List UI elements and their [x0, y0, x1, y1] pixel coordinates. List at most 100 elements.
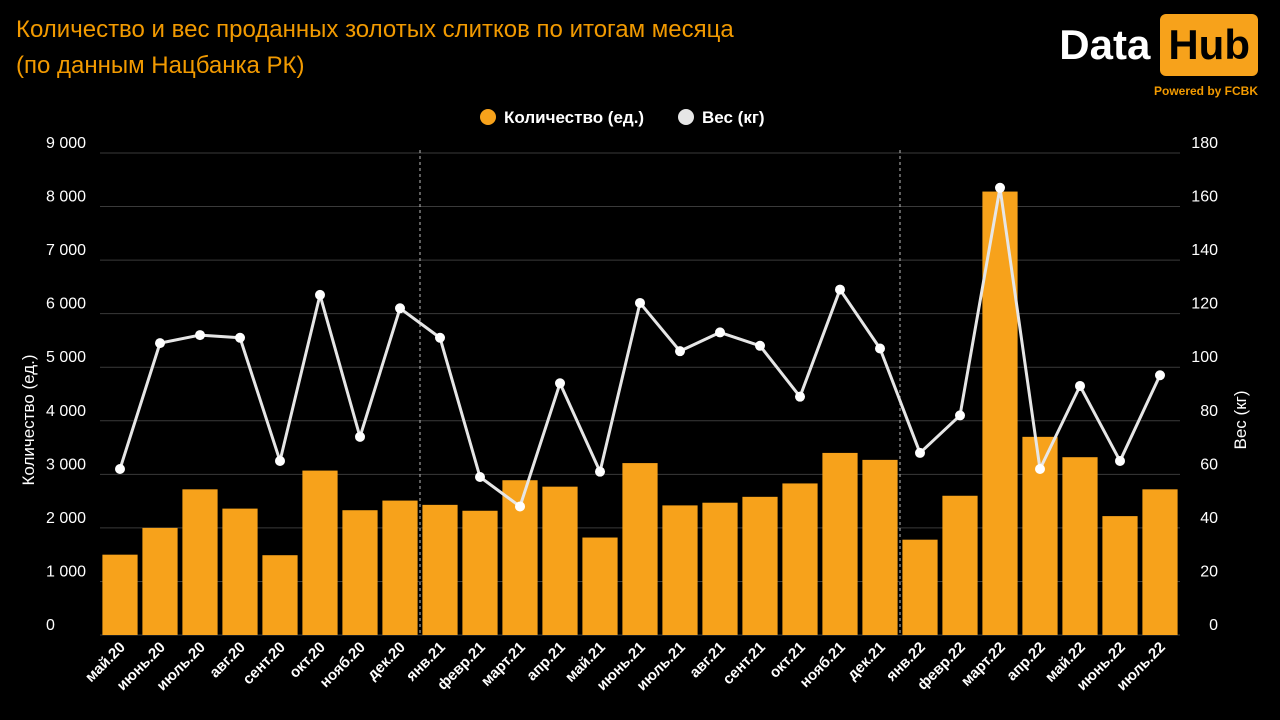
bar [102, 554, 138, 635]
bar [462, 510, 498, 635]
y-right-tick-label: 100 [1191, 349, 1218, 366]
line-series [115, 182, 1165, 512]
bar [782, 483, 818, 635]
datahub-logo: Data Hub Powered by FCBK [1059, 14, 1258, 98]
bar [382, 500, 418, 635]
chart-title-line2: (по данным Нацбанка РК) [16, 52, 305, 79]
weight-point [755, 340, 765, 351]
x-tick-label: март.22 [958, 639, 1009, 690]
y-right-tick-label: 140 [1191, 242, 1218, 259]
weight-point [275, 455, 285, 466]
weight-point [1075, 380, 1085, 391]
weight-point [1035, 463, 1045, 474]
y-left-tick-label: 5 000 [46, 349, 86, 366]
y-right-tick-label: 120 [1191, 296, 1218, 313]
weight-point [395, 303, 405, 314]
x-tick-label: сент.20 [240, 639, 289, 688]
weight-point [435, 332, 445, 343]
logo-word-data: Data [1059, 21, 1151, 68]
legend-line-marker [678, 109, 694, 125]
y-left-tick-label: 8 000 [46, 189, 86, 206]
y-axis-left-title: Количество (ед.) [19, 354, 38, 485]
x-tick-label: апр.21 [523, 639, 569, 685]
weight-point [115, 463, 125, 474]
x-tick-label: март.21 [478, 639, 529, 690]
weight-point [315, 289, 325, 300]
y-left-tick-label: 9 000 [46, 135, 86, 152]
weight-point [475, 472, 485, 483]
year-dividers [419, 150, 901, 635]
weight-point [355, 431, 365, 442]
weight-point [155, 338, 165, 349]
weight-point [715, 327, 725, 338]
y-right-tick-label: 20 [1200, 563, 1218, 580]
bar [862, 459, 898, 635]
weight-point [915, 447, 925, 458]
y-axis-left: 0 1 000 2 000 3 000 4 000 5 000 6 000 7 000 8 00… [46, 135, 86, 634]
weight-point [595, 466, 605, 477]
weight-point [675, 346, 685, 357]
weight-point [1155, 370, 1165, 381]
x-tick-label: апр.22 [1003, 639, 1049, 685]
weight-point [1115, 455, 1125, 466]
y-left-tick-label: 6 000 [46, 296, 86, 313]
y-axis-right-title: Вес (кг) [1231, 391, 1250, 450]
legend-line-label: Вес (кг) [702, 108, 765, 127]
legend-bar-label: Количество (ед.) [504, 108, 644, 127]
y-left-tick-label: 2 000 [46, 510, 86, 527]
y-left-tick-label: 7 000 [46, 242, 86, 259]
bar [142, 527, 178, 635]
bar [702, 502, 738, 635]
weight-point [515, 501, 525, 512]
weight-point [955, 410, 965, 421]
weight-point [875, 343, 885, 354]
x-tick-label: сент.21 [720, 639, 769, 688]
bar [622, 463, 658, 635]
bar [222, 508, 258, 635]
y-left-tick-label: 3 000 [46, 456, 86, 473]
weight-point [195, 330, 205, 341]
x-axis-labels: май.20июнь.20июль.20авг.20сент.20окт.20н… [82, 639, 1169, 694]
legend: Количество (ед.) Вес (кг) [480, 108, 765, 127]
y-right-tick-label: 80 [1200, 403, 1218, 420]
weight-point [995, 182, 1005, 193]
weight-point [795, 391, 805, 402]
bar-series [102, 191, 1178, 635]
bar [262, 555, 298, 635]
y-right-tick-label: 0 [1209, 617, 1218, 634]
chart-title: Количество и вес проданных золотых слитк… [16, 12, 734, 84]
logo-word-hub: Hub [1160, 14, 1258, 76]
bar [742, 496, 778, 635]
bar [1142, 489, 1178, 635]
bar [1062, 457, 1098, 635]
y-left-tick-label: 0 [46, 617, 55, 634]
bar [902, 539, 938, 635]
chart-title-line1: Количество и вес проданных золотых слитк… [16, 16, 734, 43]
bar [942, 495, 978, 635]
x-tick-label: дек.20 [364, 639, 409, 684]
logo-wordmark: Data Hub [1059, 14, 1258, 76]
bar [542, 486, 578, 635]
y-left-tick-label: 1 000 [46, 563, 86, 580]
x-tick-label: дек.21 [844, 639, 889, 684]
weight-point [235, 332, 245, 343]
y-right-tick-label: 60 [1200, 456, 1218, 473]
logo-tagline: Powered by FCBK [1153, 84, 1258, 98]
y-right-tick-label: 180 [1191, 135, 1218, 152]
weight-point [835, 284, 845, 295]
y-axis-right: 0 20 40 60 80 100 120 140 160 180 [1191, 135, 1218, 634]
weight-point [555, 378, 565, 389]
y-right-tick-label: 160 [1191, 189, 1218, 206]
bar [582, 537, 618, 635]
weight-point [635, 297, 645, 308]
bar [662, 505, 698, 635]
y-right-tick-label: 40 [1200, 510, 1218, 527]
bar [342, 510, 378, 635]
bar [1102, 516, 1138, 635]
y-left-tick-label: 4 000 [46, 403, 86, 420]
bar [822, 452, 858, 635]
legend-bar-marker [480, 109, 496, 125]
bar [422, 504, 458, 635]
bar [182, 489, 218, 635]
